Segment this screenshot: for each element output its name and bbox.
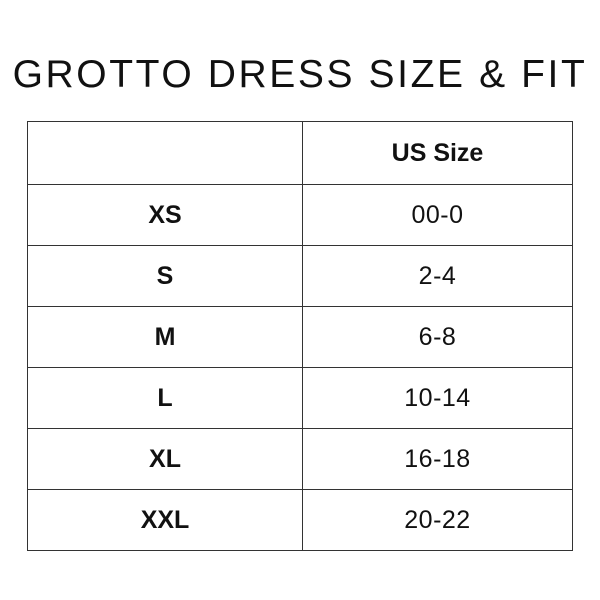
size-label: S xyxy=(27,245,303,307)
size-label: M xyxy=(27,306,303,368)
us-size-value: 2-4 xyxy=(302,245,573,307)
table-row: XS 00-0 xyxy=(27,184,573,246)
us-size-value: 6-8 xyxy=(302,306,573,368)
us-size-value: 20-22 xyxy=(302,489,573,551)
table-row: L 10-14 xyxy=(27,367,573,429)
table-row: M 6-8 xyxy=(27,306,573,368)
header-us-size: US Size xyxy=(302,121,573,185)
page-title: GROTTO DRESS SIZE & FIT xyxy=(12,53,588,96)
header-size xyxy=(27,121,303,185)
size-label: XL xyxy=(27,428,303,490)
size-label: XS xyxy=(27,184,303,246)
size-table: US Size XS 00-0 S 2-4 M 6-8 L 10-14 XL 1… xyxy=(27,121,573,551)
table-row: XL 16-18 xyxy=(27,428,573,490)
table-row: S 2-4 xyxy=(27,245,573,307)
size-label: L xyxy=(27,367,303,429)
us-size-value: 10-14 xyxy=(302,367,573,429)
us-size-value: 16-18 xyxy=(302,428,573,490)
table-header-row: US Size xyxy=(27,121,573,185)
size-label: XXL xyxy=(27,489,303,551)
table-row: XXL 20-22 xyxy=(27,489,573,551)
us-size-value: 00-0 xyxy=(302,184,573,246)
